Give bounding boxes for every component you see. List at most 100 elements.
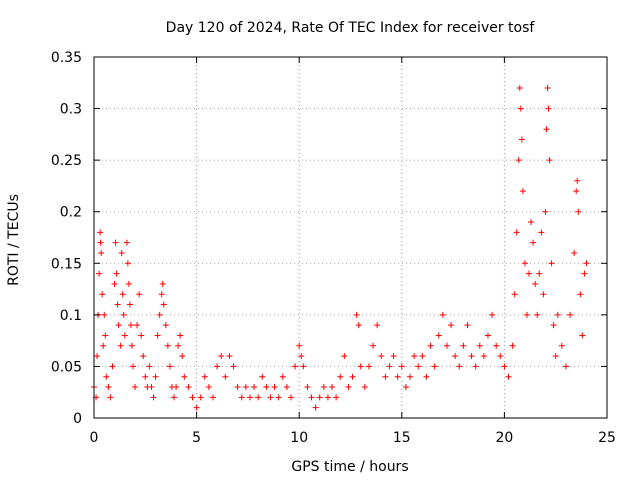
data-point: [218, 353, 225, 360]
data-point: [275, 394, 282, 401]
data-point: [152, 373, 159, 380]
data-point: [562, 363, 569, 370]
data-point: [402, 384, 409, 391]
data-point: [577, 291, 584, 298]
data-point: [160, 301, 167, 308]
data-point: [427, 342, 434, 349]
y-tick-label: 0.15: [51, 256, 82, 272]
data-point: [98, 249, 105, 256]
data-point: [468, 353, 475, 360]
data-point: [394, 373, 401, 380]
data-point: [518, 136, 525, 143]
data-point: [105, 384, 112, 391]
y-tick-label: 0.25: [51, 153, 82, 169]
data-point: [222, 373, 229, 380]
data-point: [516, 84, 523, 91]
data-point: [573, 188, 580, 195]
data-point: [283, 384, 290, 391]
data-point: [175, 342, 182, 349]
data-point: [138, 332, 145, 339]
data-point: [411, 353, 418, 360]
data-point: [97, 229, 104, 236]
data-point: [124, 260, 131, 267]
data-point: [140, 353, 147, 360]
data-point: [415, 363, 422, 370]
data-point: [316, 394, 323, 401]
chart-title: Day 120 of 2024, Rate Of TEC Index for r…: [166, 20, 536, 36]
data-point: [109, 363, 116, 370]
data-point: [493, 342, 500, 349]
y-axis-label: ROTI / TECUs: [6, 194, 22, 286]
data-point: [501, 363, 508, 370]
x-tick-label: 0: [90, 430, 99, 446]
data-point: [517, 105, 524, 112]
data-point: [528, 219, 535, 226]
data-point: [489, 311, 496, 318]
data-point: [398, 363, 405, 370]
data-point: [230, 363, 237, 370]
data-point: [96, 270, 103, 277]
data-point: [509, 342, 516, 349]
data-point: [460, 342, 467, 349]
data-point: [128, 342, 135, 349]
data-point: [538, 229, 545, 236]
data-point: [181, 373, 188, 380]
data-point: [472, 363, 479, 370]
data-point: [439, 311, 446, 318]
data-point: [300, 363, 307, 370]
data-point: [115, 322, 122, 329]
data-point: [464, 322, 471, 329]
data-point: [197, 394, 204, 401]
data-point: [345, 384, 352, 391]
data-point: [337, 373, 344, 380]
grid-lines: [94, 57, 607, 418]
data-point: [150, 394, 157, 401]
data-point: [558, 342, 565, 349]
data-point: [419, 353, 426, 360]
data-point: [575, 208, 582, 215]
data-point: [119, 291, 126, 298]
data-point: [320, 384, 327, 391]
data-point: [242, 384, 249, 391]
data-point: [214, 363, 221, 370]
data-point: [103, 373, 110, 380]
data-point: [173, 384, 180, 391]
data-point: [132, 384, 139, 391]
data-point: [101, 311, 108, 318]
y-tick-label: 0.2: [60, 205, 82, 221]
y-tick-label: 0.05: [51, 359, 82, 375]
data-point: [205, 384, 212, 391]
axis-ticks: [93, 56, 608, 419]
data-point: [162, 322, 169, 329]
data-point: [452, 353, 459, 360]
data-point: [267, 394, 274, 401]
y-tick-label: 0.35: [51, 50, 82, 66]
data-point: [271, 384, 278, 391]
data-point: [554, 311, 561, 318]
data-point: [304, 384, 311, 391]
data-point: [333, 394, 340, 401]
data-point: [386, 363, 393, 370]
data-point: [185, 384, 192, 391]
data-point: [476, 342, 483, 349]
data-point: [126, 301, 133, 308]
data-point: [407, 373, 414, 380]
data-point: [519, 188, 526, 195]
data-point: [521, 260, 528, 267]
data-point: [544, 84, 551, 91]
data-point: [370, 342, 377, 349]
data-point: [579, 332, 586, 339]
data-point: [263, 384, 270, 391]
data-point: [102, 332, 109, 339]
data-point: [546, 157, 553, 164]
data-point: [341, 353, 348, 360]
data-point: [511, 291, 518, 298]
data-point: [353, 311, 360, 318]
data-point: [166, 363, 173, 370]
data-point: [536, 270, 543, 277]
data-point: [532, 280, 539, 287]
data-point: [374, 322, 381, 329]
data-point: [164, 342, 171, 349]
x-axis-label: GPS time / hours: [291, 459, 408, 475]
